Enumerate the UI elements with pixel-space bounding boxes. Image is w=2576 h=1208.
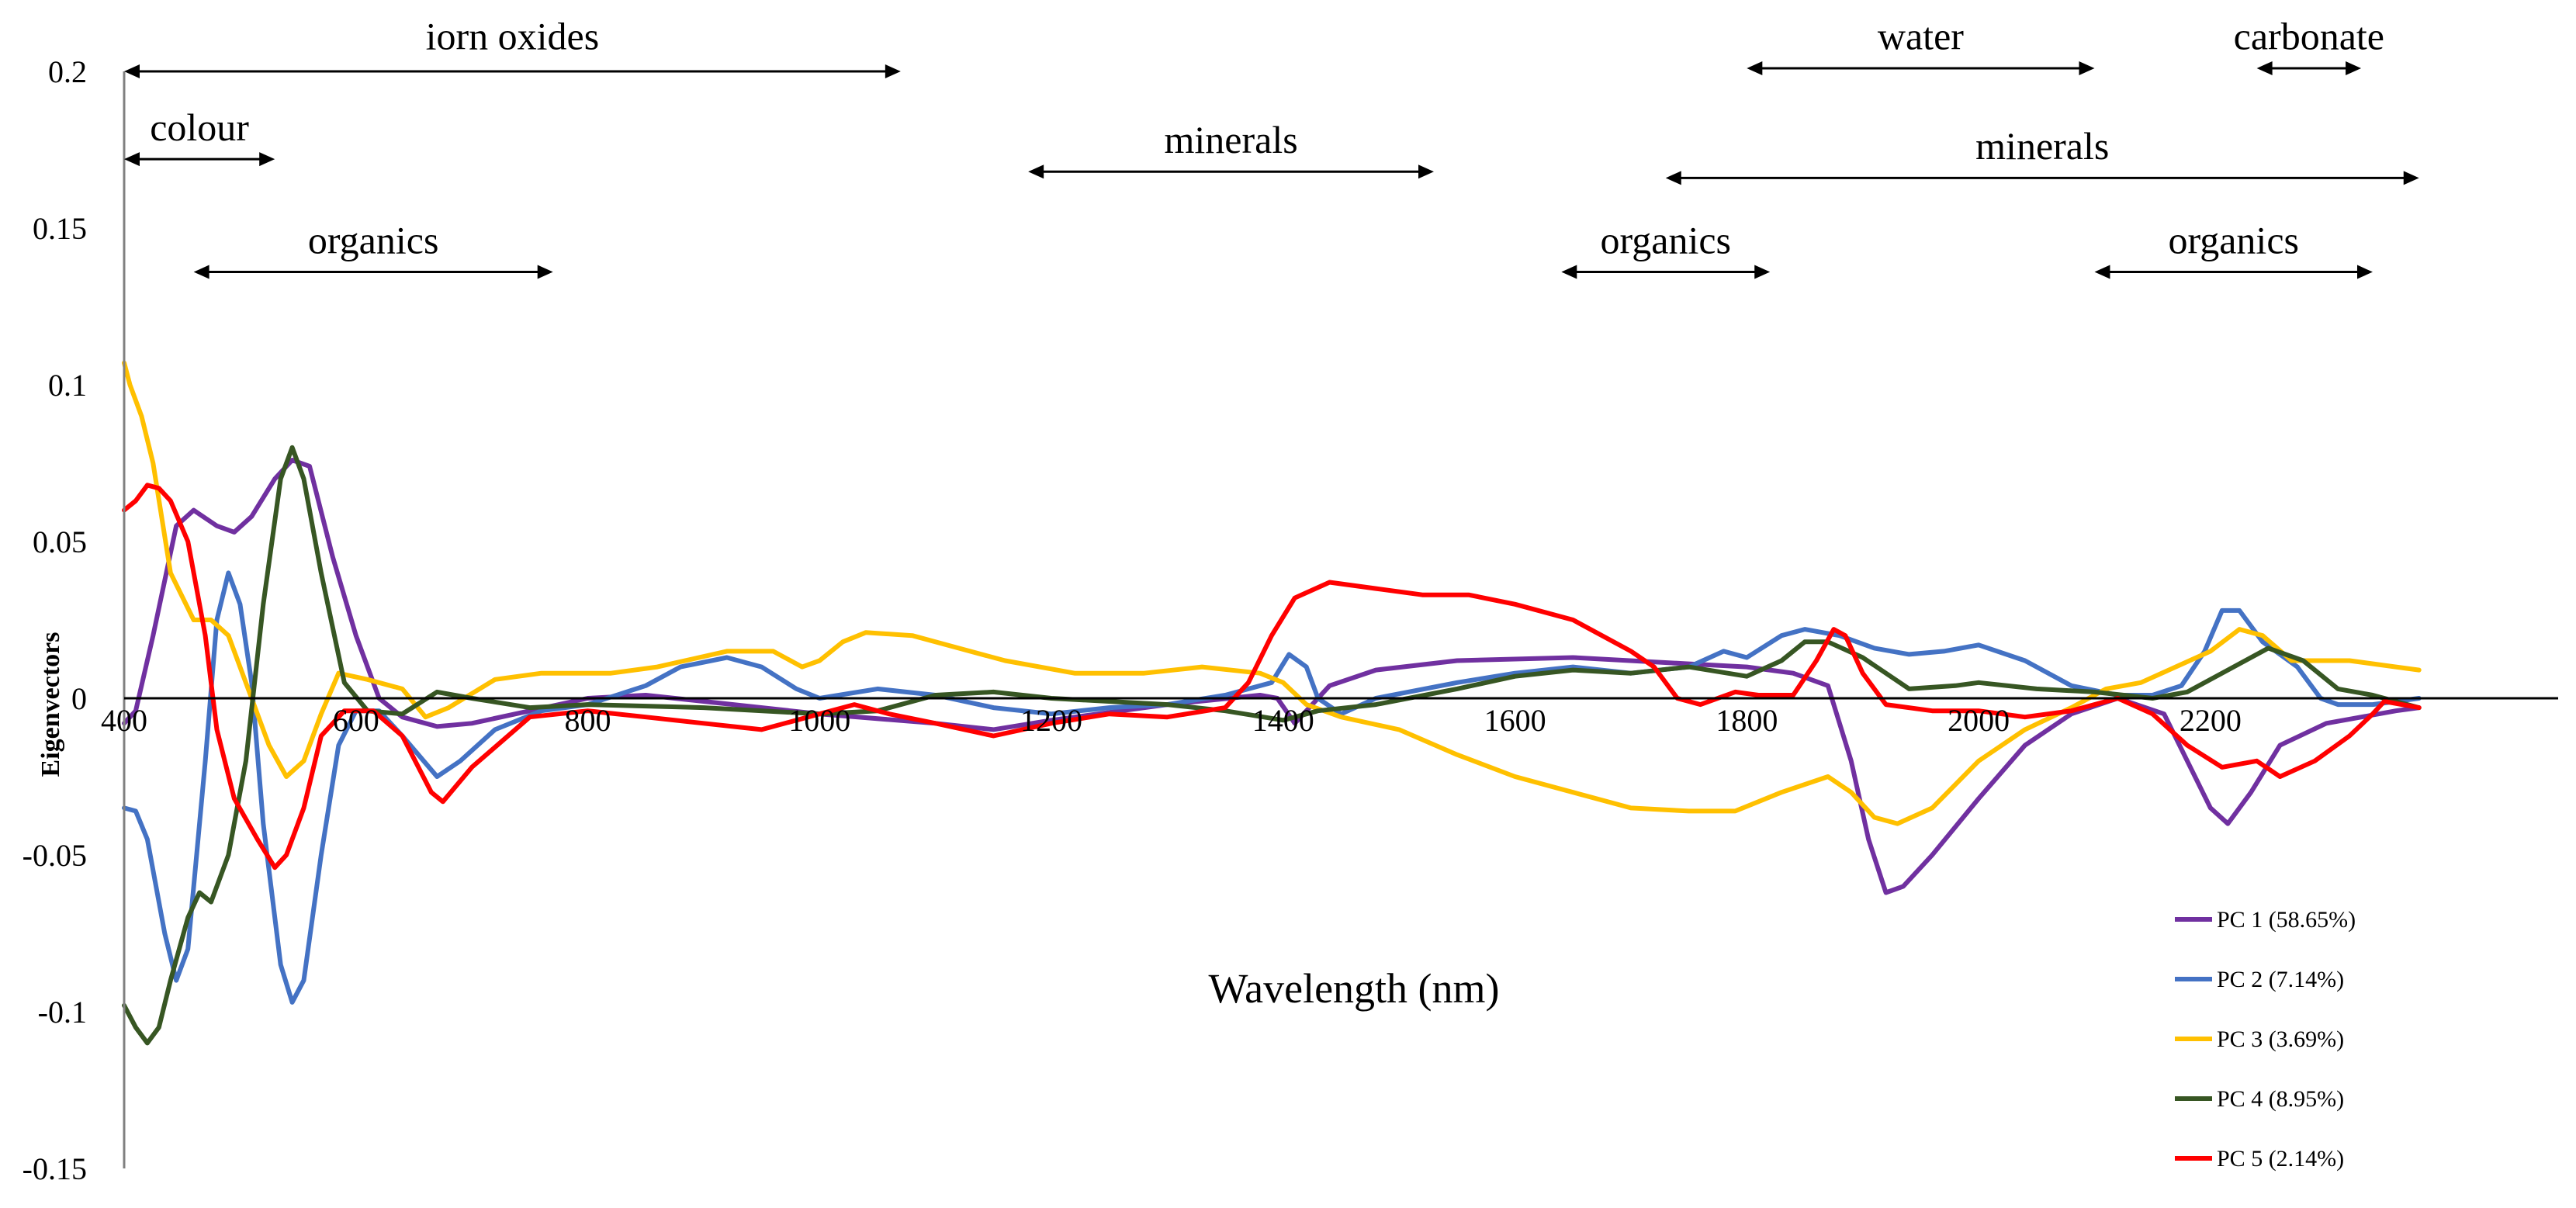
series-line-pc2 — [122, 570, 2422, 1005]
range-annotation: water — [1747, 15, 2095, 75]
y-tick-label: -0.1 — [38, 995, 87, 1030]
range-annotation: organics — [2094, 218, 2373, 279]
y-axis-title: Eigenvectors — [36, 632, 65, 777]
range-annotation: organics — [193, 218, 553, 279]
legend-label: PC 1 (58.65%) — [2217, 907, 2356, 933]
annotation-arrowhead-left — [1028, 164, 1044, 179]
annotation-arrowhead-left — [124, 64, 140, 78]
axes-layer — [123, 71, 2558, 1168]
x-tick-label: 600 — [333, 703, 379, 738]
x-tick-label: 400 — [101, 703, 147, 738]
x-tick-label: 1000 — [788, 703, 850, 738]
legend-label: PC 3 (3.69%) — [2217, 1026, 2344, 1052]
y-tick-label: -0.15 — [23, 1151, 87, 1186]
x-tick-label: 800 — [565, 703, 611, 738]
annotation-arrowhead-left — [2256, 61, 2273, 75]
annotation-arrowhead-left — [2094, 265, 2110, 279]
series-line-pc4 — [122, 445, 2422, 1046]
annotation-label: iorn oxides — [426, 15, 600, 58]
annotation-arrowhead-left — [1561, 265, 1577, 279]
x-tick-label: 1200 — [1020, 703, 1082, 738]
annotation-layer: iorn oxides colour organics minerals water ca… — [124, 15, 2419, 279]
annotation-label: organics — [1601, 218, 1731, 261]
y-tick-label: -0.05 — [23, 838, 87, 873]
annotation-label: carbonate — [2234, 15, 2384, 58]
annotation-arrowhead-right — [537, 265, 553, 279]
legend-item: PC 3 (3.69%) — [2175, 1026, 2344, 1052]
y-tick-label: 0.15 — [33, 211, 87, 246]
x-tick-label: 2200 — [2180, 703, 2242, 738]
annotation-label: minerals — [1975, 124, 2109, 168]
range-annotation: colour — [124, 106, 275, 167]
x-tick-label: 1600 — [1484, 703, 1546, 738]
y-tick-label: 0 — [71, 681, 87, 716]
annotation-arrowhead-right — [2403, 171, 2419, 185]
range-annotation: minerals — [1028, 118, 1435, 179]
series-line-pc5 — [122, 483, 2422, 871]
range-annotation: iorn oxides — [124, 15, 901, 78]
series-layer — [122, 360, 2422, 1046]
annotation-arrowhead-left — [124, 152, 140, 167]
y-tick-label: 0.05 — [33, 524, 87, 559]
legend-item: PC 1 (58.65%) — [2175, 907, 2356, 933]
annotation-arrowhead-right — [885, 64, 901, 78]
legend: PC 1 (58.65%) PC 2 (7.14%) PC 3 (3.69%) PC … — [2175, 907, 2356, 1172]
annotation-arrowhead-left — [1665, 171, 1681, 185]
annotation-arrowhead-right — [1754, 265, 1771, 279]
x-tick-label: 1400 — [1252, 703, 1314, 738]
annotation-label: water — [1878, 15, 1964, 58]
legend-item: PC 5 (2.14%) — [2175, 1146, 2344, 1172]
range-annotation: organics — [1561, 218, 1771, 279]
range-annotation: carbonate — [2234, 15, 2384, 75]
annotation-label: minerals — [1165, 118, 1298, 161]
y-tick-label: 0.1 — [48, 368, 87, 403]
legend-label: PC 2 (7.14%) — [2217, 967, 2344, 992]
x-axis-title: Wavelength (nm) — [1208, 965, 1499, 1012]
annotation-label: colour — [150, 106, 249, 149]
legend-label: PC 5 (2.14%) — [2217, 1146, 2344, 1172]
legend-item: PC 4 (8.95%) — [2175, 1086, 2344, 1112]
annotation-arrowhead-left — [1747, 61, 1763, 75]
y-tick-labels: 0.2 0.15 0.1 0.05 0 -0.05 -0.1 -0.15 — [23, 54, 87, 1186]
legend-item: PC 2 (7.14%) — [2175, 967, 2344, 992]
annotation-arrowhead-right — [259, 152, 275, 167]
y-tick-label: 0.2 — [48, 54, 87, 89]
x-tick-labels: 400 600 800 1000 1200 1400 1600 1800 2000 2200 — [101, 703, 2242, 738]
annotation-arrowhead-right — [2079, 61, 2095, 75]
range-annotation: minerals — [1665, 124, 2419, 185]
x-tick-label: 1800 — [1716, 703, 1778, 738]
x-tick-label: 2000 — [1948, 703, 2010, 738]
annotation-arrowhead-right — [1418, 164, 1435, 179]
annotation-arrowhead-right — [2356, 265, 2373, 279]
annotation-arrowhead-left — [193, 265, 209, 279]
series-line-pc3 — [122, 360, 2422, 826]
annotation-arrowhead-right — [2346, 61, 2362, 75]
annotation-label: organics — [2168, 218, 2298, 261]
legend-label: PC 4 (8.95%) — [2217, 1086, 2344, 1112]
annotation-label: organics — [308, 218, 438, 261]
